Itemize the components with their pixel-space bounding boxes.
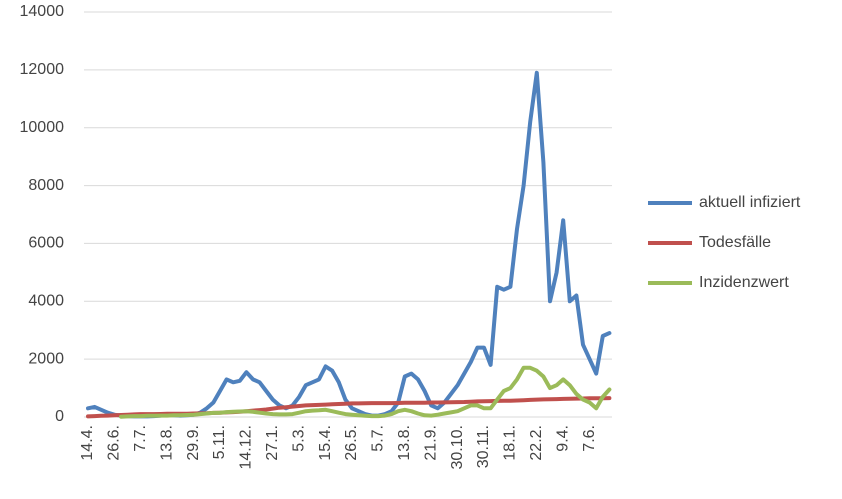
x-tick-label: 27.1. xyxy=(264,425,281,461)
x-tick-label: 7.6. xyxy=(581,425,598,452)
y-tick-label: 14000 xyxy=(20,3,65,20)
x-tick-label: 21.9. xyxy=(422,425,439,461)
legend-label: Todesfälle xyxy=(699,234,771,251)
x-tick-label: 5.11. xyxy=(211,425,228,459)
x-tick-label: 14.4. xyxy=(79,425,96,461)
y-tick-label: 4000 xyxy=(28,293,64,310)
y-tick-label: 0 xyxy=(55,408,64,425)
x-tick-label: 13.8. xyxy=(396,425,413,461)
x-tick-label: 30.11. xyxy=(475,425,492,468)
x-tick-label: 9.4. xyxy=(554,425,571,452)
x-tick-label: 26.5. xyxy=(343,425,360,461)
x-tick-label: 26.6. xyxy=(106,425,123,461)
x-tick-label: 7.7. xyxy=(132,425,149,452)
x-tick-label: 13.8. xyxy=(158,425,175,461)
series-line xyxy=(119,365,612,419)
x-tick-label: 15.4. xyxy=(317,425,334,461)
series-line xyxy=(86,70,612,419)
x-tick-label: 14.12. xyxy=(238,425,255,469)
y-tick-label: 12000 xyxy=(20,61,65,78)
x-tick-label: 30.10. xyxy=(449,425,466,469)
x-tick-label: 5.7. xyxy=(370,425,387,452)
y-tick-label: 2000 xyxy=(28,350,64,367)
x-tick-label: 5.3. xyxy=(290,425,307,452)
x-tick-label: 22.2. xyxy=(528,425,545,461)
y-tick-label: 8000 xyxy=(28,177,64,194)
legend-label: aktuell infiziert xyxy=(699,194,801,211)
y-tick-label: 10000 xyxy=(20,119,65,136)
x-tick-label: 29.9. xyxy=(185,425,202,461)
x-tick-label: 18.1. xyxy=(502,425,519,461)
y-tick-label: 6000 xyxy=(28,235,64,252)
legend-label: Inzidenzwert xyxy=(699,274,789,291)
